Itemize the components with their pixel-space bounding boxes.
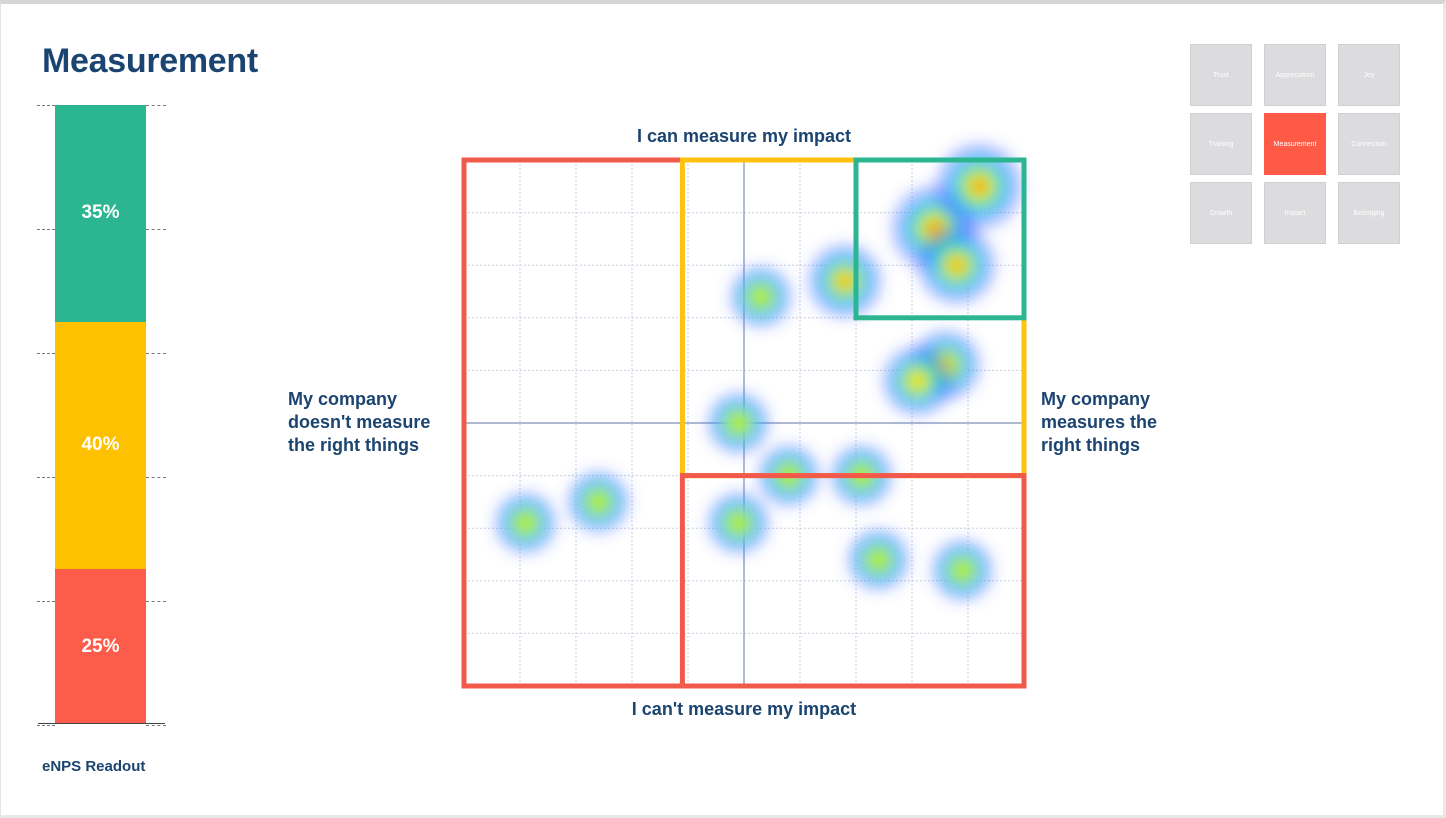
enps-segment-1: 40% — [55, 321, 146, 570]
heat-ring — [975, 182, 984, 191]
nav-tile-connection[interactable]: Connection — [1338, 113, 1400, 175]
enps-segment-0: 35% — [55, 105, 146, 322]
heat-point — [917, 225, 997, 305]
heat-point — [807, 243, 883, 319]
enps-segment-label: 40% — [81, 434, 120, 456]
axis-label-bottom: I can't measure my impact — [631, 699, 857, 719]
zone-green — [853, 157, 1027, 321]
nav-tile-impact[interactable]: Impact — [1264, 182, 1326, 244]
nav-tile-trust[interactable]: Trust — [1190, 44, 1252, 106]
chart-zones — [461, 157, 1027, 689]
nav-tile-label: Impact — [1284, 209, 1306, 217]
axis-label-left: My company doesn't measure the right thi… — [288, 389, 431, 455]
nav-tile-label: Measurement — [1273, 140, 1317, 148]
heat-ring — [513, 510, 538, 535]
enps-segment-label: 25% — [81, 635, 120, 657]
nav-tile-label: Belonging — [1353, 209, 1385, 217]
nav-tile-measurement[interactable]: Measurement — [1264, 113, 1326, 175]
nav-tile-appreciation[interactable]: Appreciation — [1264, 44, 1326, 106]
enps-tick — [146, 105, 166, 106]
heat-point — [707, 391, 770, 455]
heat-ring — [951, 259, 963, 272]
nav-tile-belonging[interactable]: Belonging — [1338, 182, 1400, 244]
heat-point — [567, 470, 630, 534]
heat-point — [935, 142, 1023, 230]
heat-ring — [909, 372, 926, 390]
heat-ring — [866, 547, 891, 572]
enps-tick — [37, 477, 55, 478]
enps-tick — [37, 601, 55, 602]
nav-tile-training[interactable]: Training — [1190, 113, 1252, 175]
enps-segment-label: 35% — [81, 202, 120, 224]
heat-ring — [726, 510, 751, 535]
nav-tile-label: Connection — [1351, 140, 1387, 148]
enps-tick — [37, 229, 55, 230]
heat-ring — [950, 558, 975, 583]
axis-label-top: I can measure my impact — [636, 126, 852, 146]
nav-tile-label: Appreciation — [1275, 71, 1315, 79]
heat-ring — [586, 489, 611, 514]
nav-tile-joy[interactable]: Joy — [1338, 44, 1400, 106]
enps-tick — [146, 477, 166, 478]
enps-tick — [146, 601, 166, 602]
heat-point — [847, 528, 910, 592]
heat-point — [931, 539, 994, 602]
enps-caption: eNPS Readout — [42, 758, 146, 775]
enps-tick — [37, 725, 55, 726]
nav-tile-label: Training — [1208, 140, 1234, 148]
heat-ring — [839, 275, 851, 287]
axis-label-right: My company measures the right things — [1041, 389, 1158, 455]
heat-point — [707, 491, 770, 555]
heat-ring — [726, 411, 751, 435]
enps-segment-2: 25% — [55, 569, 146, 724]
enps-tick — [146, 725, 166, 726]
heat-point — [729, 265, 793, 329]
enps-stacked-bar: 35% 40% 25% — [55, 105, 146, 724]
heatmap-layer — [494, 142, 1023, 602]
heat-point — [494, 491, 557, 555]
enps-tick — [146, 229, 166, 230]
zone-red-lower-right — [679, 473, 1027, 689]
page-title: Measurement — [42, 42, 258, 80]
enps-tick — [37, 353, 55, 354]
enps-baseline — [38, 723, 165, 724]
nav-tile-label: Joy — [1363, 71, 1375, 79]
enps-tick — [146, 353, 166, 354]
nav-tile-label: Growth — [1209, 209, 1233, 217]
heat-ring — [930, 224, 939, 233]
heat-ring — [748, 284, 773, 309]
heat-point — [882, 345, 953, 417]
nav-tile-label: Trust — [1213, 71, 1229, 79]
nav-tile-growth[interactable]: Growth — [1190, 182, 1252, 244]
enps-tick — [37, 105, 55, 106]
